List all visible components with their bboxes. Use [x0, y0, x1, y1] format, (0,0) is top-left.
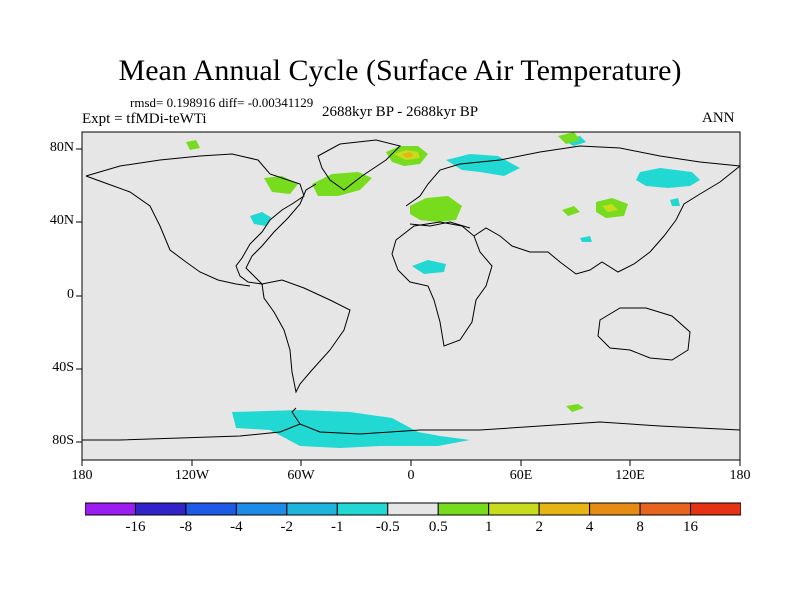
axis-ticks [76, 148, 741, 466]
lon-label: 60W [287, 468, 315, 483]
colorbar-box [387, 502, 439, 516]
anomaly-patch [580, 236, 592, 242]
colorbar-label: 16 [683, 519, 698, 535]
lat-label: 80S [52, 433, 74, 448]
anomaly-patch [186, 140, 200, 150]
colorbar-box [437, 502, 490, 516]
colorbar-box [589, 502, 641, 516]
plot-title: Mean Annual Cycle (Surface Air Temperatu… [118, 54, 682, 87]
lat-label: 80N [49, 140, 74, 155]
stats-text: rmsd= 0.198916 diff= -0.00341129 [130, 95, 314, 110]
colorbar-label: 2 [535, 519, 543, 535]
colorbar-label: 0.5 [428, 519, 448, 535]
anomaly-patch [410, 196, 462, 222]
season-label: ANN [702, 110, 735, 126]
lon-label: 0 [407, 468, 415, 483]
coastline-asia-east [473, 165, 741, 275]
anomaly-patch [312, 172, 372, 196]
lon-label: 120W [174, 468, 210, 483]
lon-label: 180 [71, 468, 93, 483]
colorbar-label: -0.5 [375, 519, 400, 535]
anomaly-patch [636, 168, 700, 188]
colorbar-box [336, 502, 389, 516]
coastline-mediterranean [409, 221, 471, 229]
colorbar-label: 4 [585, 519, 594, 535]
anomaly-patch [602, 204, 618, 212]
lon-label: 120E [615, 468, 645, 483]
colorbar-box [85, 502, 136, 516]
lon-label: 60E [509, 468, 533, 483]
experiment-label: Expt = tfMDi-teWTi [82, 111, 207, 127]
colorbar-label: -1 [331, 519, 344, 535]
coastline-australia [597, 307, 691, 361]
anomaly-patch [232, 410, 470, 448]
lat-label: 40S [52, 360, 74, 375]
anomaly-patch [670, 198, 680, 206]
coastline-south-america [261, 279, 351, 394]
colorbar-box [134, 502, 187, 516]
period-label: 2688kyr BP - 2688kyr BP [321, 104, 479, 120]
colorbar-label: 1 [484, 519, 493, 535]
colorbar-label: -2 [280, 519, 294, 535]
anomaly-patch [566, 404, 584, 412]
coastline-eurasia [405, 145, 741, 207]
lon-label: 180 [729, 468, 751, 483]
lat-label: 40N [49, 213, 74, 228]
anomaly-patch [562, 206, 580, 216]
colorbar-box [185, 502, 237, 516]
coastline-north-america [85, 153, 317, 285]
colorbar-box [235, 502, 288, 516]
coastline-greenland [317, 139, 401, 191]
colorbar-label: -16 [125, 519, 146, 535]
colorbar-box [690, 502, 741, 516]
coastline-antarctic-peninsula [291, 407, 301, 425]
lat-label: 0 [67, 287, 74, 302]
colorbar-label: -4 [230, 519, 243, 535]
colorbar [85, 502, 741, 516]
colorbar-box [538, 502, 591, 516]
anomaly-patch [402, 152, 414, 158]
anomaly-patch [412, 260, 446, 274]
anomaly-patch [558, 132, 580, 144]
coastline-north-america-west [85, 175, 251, 287]
anomaly-patch [250, 212, 272, 226]
colorbar-label: 8 [636, 519, 644, 535]
colorbar-box [639, 502, 692, 516]
colorbar-label: -8 [179, 519, 193, 535]
map-background [82, 132, 740, 460]
colorbar-box [488, 502, 540, 516]
colorbar-box [286, 502, 338, 516]
coastlines [82, 139, 741, 441]
coastline-antarctica [82, 421, 741, 441]
